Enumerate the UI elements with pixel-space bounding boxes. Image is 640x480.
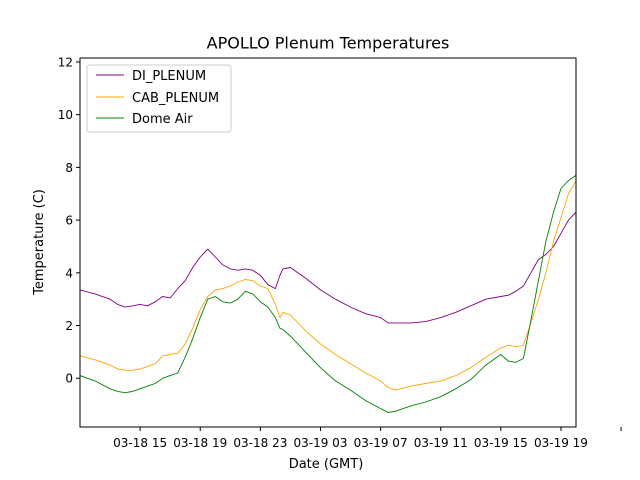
y-tick-label: 2 — [65, 319, 73, 333]
series-line-di-plenum — [80, 211, 576, 324]
x-tick-label: 03-19 19 — [534, 436, 588, 450]
x-axis-label: Date (GMT) — [289, 457, 364, 472]
y-tick-label: 12 — [58, 55, 73, 69]
legend-label-dome-air: Dome Air — [132, 112, 193, 127]
x-tick-label: 03-18 23 — [233, 436, 287, 450]
x-tick-label: 03-19 03 — [294, 436, 348, 450]
x-tick-label: 03-18 15 — [113, 436, 167, 450]
legend-label-cab-plenum: CAB_PLENUM — [132, 91, 219, 106]
chart-title: APOLLO Plenum Temperatures — [207, 34, 450, 53]
plot-frame — [79, 57, 577, 428]
y-tick-label: 0 — [65, 372, 73, 386]
y-tick-label: 10 — [58, 108, 73, 122]
y-axis-label: Temperature (C) — [32, 189, 47, 296]
y-tick-label: 8 — [65, 161, 73, 175]
series-line-cab-plenum — [80, 180, 576, 391]
x-tick-label: 03-18 19 — [173, 436, 227, 450]
series-line-dome-air — [80, 174, 576, 413]
legend-label-di-plenum: DI_PLENUM — [132, 69, 206, 84]
y-tick-label: 6 — [65, 214, 73, 228]
legend: DI_PLENUM CAB_PLENUM Dome Air — [86, 64, 232, 133]
x-tick-label: 03-19 15 — [474, 436, 528, 450]
axis-layer: 0 2 4 6 8 10 12 03-18 15 03-18 19 03-18 23 03-19 0… — [58, 55, 622, 450]
series-layer — [80, 174, 576, 413]
legend-frame — [86, 64, 232, 133]
y-tick-label: 4 — [65, 266, 73, 280]
x-tick-label: 03-19 11 — [414, 436, 468, 450]
x-tick-label: 03-19 07 — [354, 436, 408, 450]
